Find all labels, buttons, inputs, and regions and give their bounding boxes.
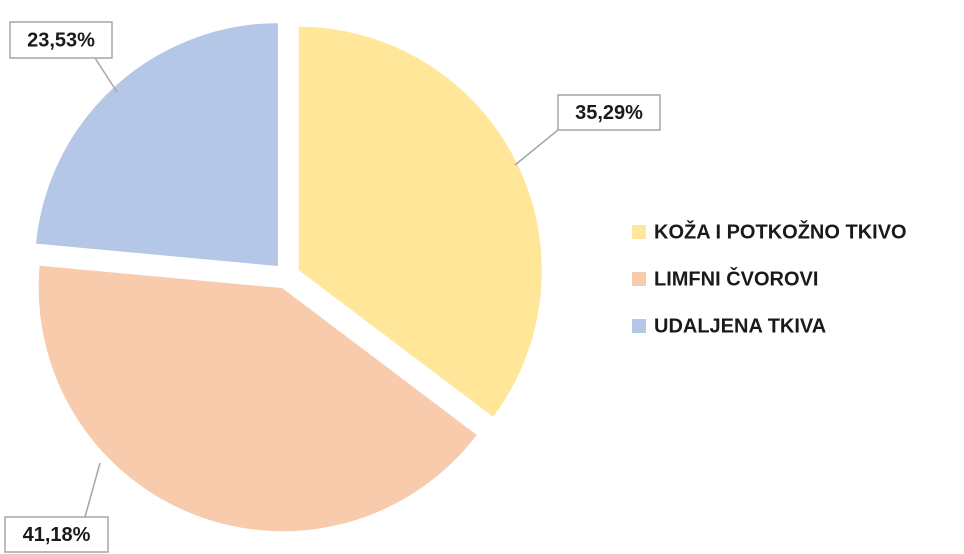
legend-label: LIMFNI ČVOROVI [654, 266, 818, 290]
pie-slice [296, 24, 544, 420]
legend-swatch [632, 272, 646, 286]
label-box [557, 94, 661, 131]
leader-line [94, 57, 118, 93]
legend-swatch [632, 225, 646, 239]
data-label: 41,18% [23, 524, 91, 546]
legend-swatch [632, 319, 646, 333]
legend-label: KOŽA I POTKOŽNO TKIVO [654, 219, 907, 243]
leader-line [84, 462, 101, 518]
label-box [4, 516, 109, 553]
pie-slice [33, 21, 280, 269]
label-box [9, 21, 113, 59]
pie-slice [36, 263, 480, 534]
data-label: 23,53% [27, 29, 95, 51]
leader-line [514, 129, 559, 166]
data-label: 35,29% [575, 102, 643, 124]
legend-label: UDALJENA TKIVA [654, 315, 826, 337]
